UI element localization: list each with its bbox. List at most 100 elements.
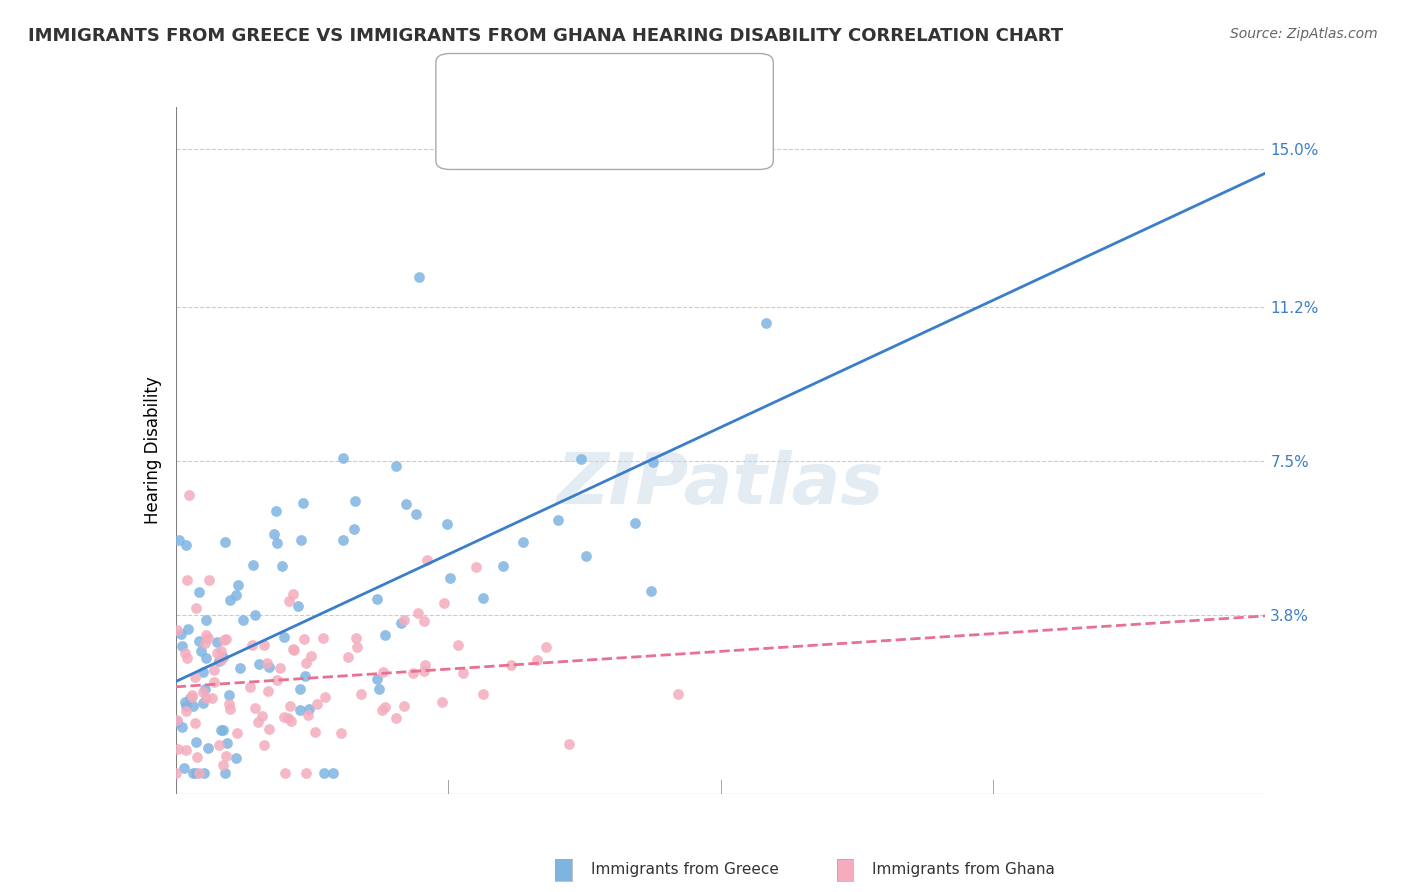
Point — [253, 738, 276, 752]
Point — [436, 516, 458, 531]
Point — [176, 742, 198, 756]
Point — [281, 587, 304, 601]
Point — [186, 735, 208, 749]
Point — [547, 513, 569, 527]
Point — [174, 694, 197, 708]
Point — [297, 708, 319, 723]
Point — [215, 736, 238, 750]
Point — [211, 723, 233, 738]
Point — [187, 634, 209, 648]
Point — [292, 632, 315, 646]
Point — [259, 722, 281, 736]
Point — [263, 527, 285, 541]
Point — [197, 741, 219, 756]
Point — [176, 704, 198, 718]
Point — [430, 695, 453, 709]
Point — [208, 738, 231, 752]
Point — [402, 665, 425, 680]
Point — [374, 628, 396, 642]
Point — [332, 533, 354, 547]
Point — [197, 632, 219, 646]
Point — [177, 488, 200, 502]
Point — [193, 685, 215, 699]
Point — [219, 592, 242, 607]
Point — [264, 504, 287, 518]
Point — [174, 699, 197, 714]
Point — [245, 701, 267, 715]
Point — [337, 650, 360, 665]
Point — [408, 269, 430, 284]
Text: IMMIGRANTS FROM GREECE VS IMMIGRANTS FROM GHANA HEARING DISABILITY CORRELATION C: IMMIGRANTS FROM GREECE VS IMMIGRANTS FRO… — [28, 27, 1063, 45]
Point — [184, 600, 207, 615]
Point — [501, 657, 523, 672]
Point — [412, 665, 434, 679]
Point — [194, 636, 217, 650]
Point — [294, 669, 316, 683]
Point — [207, 646, 229, 660]
Point — [186, 750, 208, 764]
Point — [451, 666, 474, 681]
Point — [295, 657, 318, 671]
Point — [301, 648, 323, 663]
Point — [322, 766, 344, 780]
Point — [219, 702, 242, 716]
Point — [226, 578, 249, 592]
Point — [239, 680, 262, 694]
Point — [257, 660, 280, 674]
Point — [266, 673, 288, 688]
Point — [183, 699, 205, 714]
Point — [172, 639, 194, 653]
Point — [174, 646, 197, 660]
Point — [202, 663, 225, 677]
Point — [283, 643, 305, 657]
Point — [209, 644, 232, 658]
Point — [195, 613, 218, 627]
Point — [214, 535, 236, 549]
Point — [253, 639, 276, 653]
Point — [368, 681, 391, 696]
Point — [177, 622, 200, 636]
Point — [247, 657, 270, 672]
Point — [666, 687, 689, 701]
Point — [412, 615, 434, 629]
Text: Immigrants from Ghana: Immigrants from Ghana — [872, 863, 1054, 877]
Point — [214, 633, 236, 648]
Text: Immigrants from Greece: Immigrants from Greece — [591, 863, 779, 877]
Text: ZIPatlas: ZIPatlas — [557, 450, 884, 519]
Point — [181, 690, 204, 704]
Point — [384, 711, 406, 725]
Point — [201, 691, 224, 706]
Point — [292, 496, 315, 510]
Point — [314, 690, 336, 704]
Point — [193, 665, 215, 679]
Point — [169, 627, 191, 641]
Point — [269, 661, 291, 675]
Point — [225, 588, 247, 602]
Point — [166, 713, 188, 727]
Point — [187, 585, 209, 599]
Point — [211, 758, 233, 772]
Point — [188, 766, 211, 780]
Point — [256, 683, 278, 698]
Point — [184, 715, 207, 730]
Point — [243, 608, 266, 623]
Point — [408, 606, 430, 620]
Point — [385, 459, 408, 474]
Point — [278, 698, 301, 713]
Point — [288, 681, 311, 696]
Point — [439, 571, 461, 585]
Point — [208, 654, 231, 668]
Point — [472, 688, 495, 702]
Point — [211, 650, 233, 665]
Point — [366, 591, 388, 606]
Point — [575, 549, 598, 563]
Point — [395, 497, 418, 511]
Point — [755, 316, 778, 330]
Point — [413, 657, 436, 672]
Point — [202, 675, 225, 690]
Point — [246, 714, 269, 729]
Point — [191, 696, 214, 710]
Point — [394, 698, 416, 713]
Point — [181, 766, 204, 780]
Point — [304, 724, 326, 739]
